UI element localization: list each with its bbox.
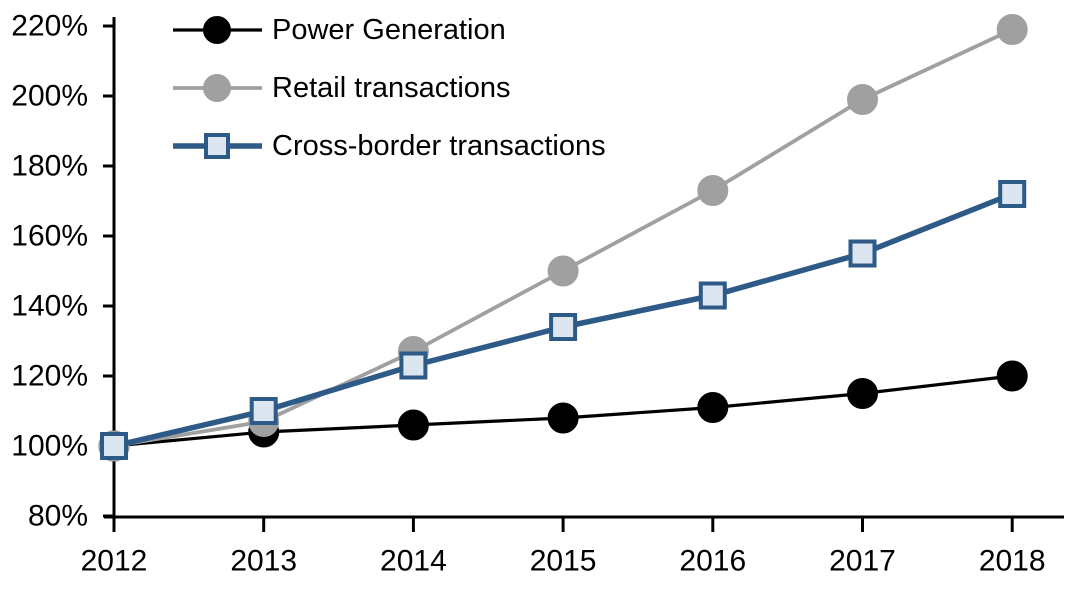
legend-item-label: Retail transactions bbox=[272, 72, 511, 104]
legend-item-cross-border-transactions: Cross-border transactions bbox=[173, 130, 606, 162]
y-axis-tick-label: 220% bbox=[11, 10, 88, 43]
legend: Power Generation Retail transactions Cross… bbox=[173, 14, 606, 162]
y-axis-tick-label: 120% bbox=[11, 360, 88, 393]
x-axis-tick-label: 2017 bbox=[829, 545, 896, 578]
data-point-power-generation-2014 bbox=[397, 409, 429, 441]
y-axis-tick-label: 180% bbox=[11, 150, 88, 183]
legend-item-label: Cross-border transactions bbox=[272, 130, 606, 162]
series-group bbox=[98, 14, 1028, 462]
data-point-cross-border-transactions-2013 bbox=[249, 397, 278, 425]
data-point-cross-border-transactions-2015 bbox=[549, 313, 578, 341]
y-axis-tick-label: 200% bbox=[11, 80, 88, 113]
legend-marker-circle-icon bbox=[203, 74, 231, 102]
series-line-retail-transactions bbox=[113, 27, 1014, 448]
legend-marker-circle-icon bbox=[203, 16, 231, 44]
data-point-cross-border-transactions-2017 bbox=[848, 239, 877, 268]
data-point-retail-transactions-2018 bbox=[996, 14, 1028, 45]
data-point-power-generation-2017 bbox=[847, 378, 878, 409]
x-axis-tick-label: 2015 bbox=[530, 545, 597, 578]
data-point-retail-transactions-2015 bbox=[547, 255, 579, 287]
x-axis-tick-label: 2012 bbox=[81, 545, 148, 578]
x-axis-tick-label: 2013 bbox=[230, 545, 297, 578]
x-axis-tick-label: 2016 bbox=[679, 545, 746, 578]
data-point-power-generation-2016 bbox=[697, 392, 729, 423]
y-axis-tick-label: 140% bbox=[11, 290, 88, 323]
legend-marker-square-icon bbox=[204, 133, 230, 159]
data-point-cross-border-transactions-2018 bbox=[998, 180, 1027, 208]
legend-item-label: Power Generation bbox=[272, 14, 506, 46]
x-axis-tick-label: 2014 bbox=[380, 545, 447, 578]
data-point-power-generation-2018 bbox=[996, 360, 1028, 392]
y-axis-tick-label: 100% bbox=[11, 430, 88, 463]
axes: 80% 100% 120% 140% 160% 180% 200% 220% 2012 2013 2… bbox=[11, 10, 1064, 578]
legend-item-retail-transactions: Retail transactions bbox=[173, 72, 511, 104]
data-point-retail-transactions-2016 bbox=[697, 175, 729, 206]
data-point-power-generation-2015 bbox=[547, 402, 579, 434]
data-point-cross-border-transactions-2014 bbox=[399, 351, 428, 380]
data-point-cross-border-transactions-2016 bbox=[698, 281, 727, 310]
y-axis-tick-label: 160% bbox=[11, 220, 88, 253]
y-axis-tick-label: 80% bbox=[28, 500, 88, 533]
x-axis-tick-label: 2018 bbox=[979, 545, 1046, 578]
data-point-retail-transactions-2017 bbox=[847, 84, 878, 115]
data-point-cross-border-transactions-2012 bbox=[100, 432, 128, 460]
legend-item-power-generation: Power Generation bbox=[173, 14, 506, 46]
